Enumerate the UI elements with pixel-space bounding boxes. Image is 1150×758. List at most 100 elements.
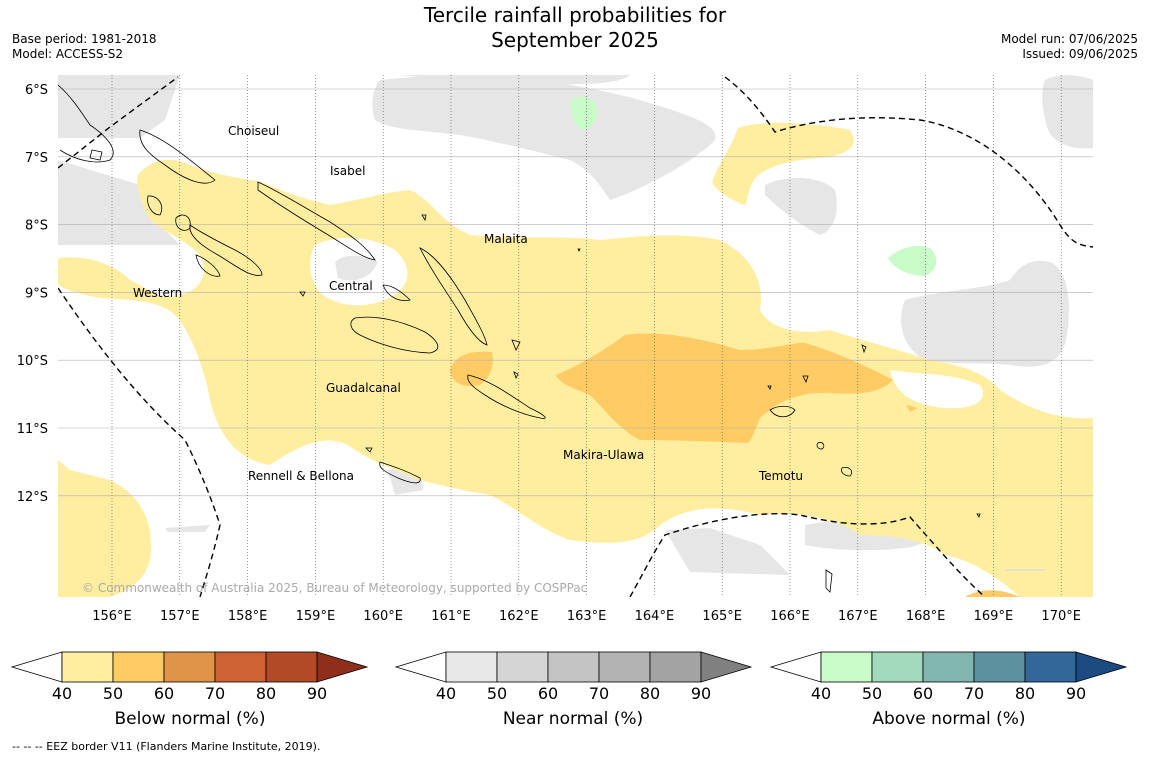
vella-lavella-coast bbox=[147, 195, 163, 216]
lon-label: 158°E bbox=[228, 609, 268, 624]
eez-border-south bbox=[629, 513, 986, 597]
lat-label: 9°S bbox=[25, 286, 48, 301]
lon-label: 162°E bbox=[499, 609, 539, 624]
colorbar-segment bbox=[496, 651, 549, 683]
near-normal-region bbox=[665, 528, 790, 575]
label-choiseul: Choiseul bbox=[228, 124, 279, 138]
lon-label: 165°E bbox=[702, 609, 742, 624]
lon-label: 163°E bbox=[567, 609, 607, 624]
model-run: Model run: 07/06/2025 bbox=[1000, 32, 1138, 46]
below-normal-40-50-region bbox=[712, 122, 854, 205]
map-gridlines bbox=[58, 75, 1093, 597]
colorbar-tick-label: 70 bbox=[205, 684, 225, 703]
label-western: Western bbox=[133, 286, 182, 300]
colorbar-tick-label: 60 bbox=[913, 684, 933, 703]
near-normal-region bbox=[765, 178, 837, 235]
duff-islands-coast bbox=[861, 344, 867, 354]
lon-label: 166°E bbox=[770, 609, 810, 624]
copyright-notice: © Commonwealth of Australia 2025, Bureau… bbox=[82, 581, 587, 595]
eez-border-southwest bbox=[58, 287, 221, 597]
lat-label: 12°S bbox=[17, 490, 48, 505]
colorbar-extend-high bbox=[1075, 651, 1128, 683]
colorbar-segment bbox=[820, 651, 873, 683]
colorbar-segment bbox=[649, 651, 702, 683]
meta-left: Base period: 1981-2018 Model: ACCESS-S2 bbox=[12, 32, 157, 62]
colorbar-tick-label: 40 bbox=[52, 684, 72, 703]
lon-label: 170°E bbox=[1041, 609, 1081, 624]
colorbar-segment bbox=[445, 651, 498, 683]
lon-label: 160°E bbox=[363, 609, 403, 624]
label-malaita: Malaita bbox=[484, 232, 528, 246]
colorbar-segment bbox=[214, 651, 267, 683]
nendo-small-coast bbox=[767, 385, 772, 390]
colorbar-tick-label: 50 bbox=[103, 684, 123, 703]
colorbar-segment bbox=[547, 651, 600, 683]
colorbar-label-above: Above normal (%) bbox=[872, 709, 1026, 729]
kolombangara-coast bbox=[175, 214, 191, 231]
colorbar-tick-label: 90 bbox=[691, 684, 711, 703]
longitude-labels: 156°E 157°E 158°E 159°E 160°E 161°E 162°E 163°E… bbox=[92, 609, 1081, 624]
lon-label: 157°E bbox=[160, 609, 200, 624]
new-georgia-coast bbox=[189, 224, 263, 276]
utupua-coast bbox=[841, 467, 853, 477]
colorbar-tick-label: 40 bbox=[811, 684, 831, 703]
label-makira-ulawa: Makira-Ulawa bbox=[563, 448, 644, 462]
anuta-coast bbox=[976, 513, 981, 518]
near-normal-region bbox=[335, 255, 378, 281]
label-central: Central bbox=[329, 279, 373, 293]
colorbar-tick-label: 80 bbox=[256, 684, 276, 703]
colorbar-tick-label: 80 bbox=[1015, 684, 1035, 703]
colorbar-segment bbox=[112, 651, 165, 683]
colorbar-tick-label: 70 bbox=[589, 684, 609, 703]
lon-label: 161°E bbox=[431, 609, 471, 624]
title-line-1: Tercile rainfall probabilities for bbox=[423, 3, 727, 27]
lat-label: 7°S bbox=[25, 151, 48, 166]
title-line-2: September 2025 bbox=[491, 28, 659, 52]
meta-right: Model run: 07/06/2025 Issued: 09/06/2025 bbox=[1001, 32, 1138, 62]
map-gap bbox=[890, 370, 984, 409]
colorbar-segment bbox=[973, 651, 1026, 683]
colorbar-segment bbox=[61, 651, 114, 683]
lat-label: 11°S bbox=[17, 422, 48, 437]
lat-label: 6°S bbox=[25, 83, 48, 98]
santa-cruz-coast bbox=[769, 405, 796, 418]
label-rennell-bellona: Rennell & Bellona bbox=[248, 469, 354, 483]
eez-border-west bbox=[58, 76, 179, 169]
map-title: Tercile rainfall probabilities for Septe… bbox=[0, 3, 1150, 53]
guadalcanal-coast bbox=[350, 316, 439, 354]
model-name: Model: ACCESS-S2 bbox=[12, 47, 124, 61]
shortland-coast bbox=[89, 149, 103, 161]
colorbars: 40 50 60 70 80 90 40 50 60 70 80 90 40 50 60 70 80 90 bbox=[10, 651, 1128, 703]
eez-border bbox=[58, 76, 1093, 597]
latitude-labels: 6°S 7°S 8°S 9°S 10°S 11°S 12°S bbox=[17, 83, 48, 505]
coastlines bbox=[58, 84, 981, 593]
eez-border-north bbox=[724, 76, 1093, 248]
above-normal-40-50-region bbox=[570, 96, 598, 130]
torres-islands-coast bbox=[825, 569, 833, 593]
ulawa-coast bbox=[513, 371, 519, 380]
small-malaita-coast bbox=[511, 339, 521, 351]
russell-islands-coast bbox=[299, 291, 306, 297]
colorbar-below: 40 50 60 70 80 90 bbox=[10, 651, 369, 703]
lon-label: 159°E bbox=[296, 609, 336, 624]
rennell-coast bbox=[379, 461, 421, 484]
colorbar-extend-low bbox=[10, 651, 63, 683]
colorbar-above: 40 50 60 70 80 90 bbox=[769, 651, 1128, 703]
colorbar-extend-low bbox=[394, 651, 447, 683]
lat-label: 10°S bbox=[17, 354, 48, 369]
makira-coast bbox=[467, 374, 546, 419]
colorbar-tick-label: 50 bbox=[487, 684, 507, 703]
colorbar-tick-label: 90 bbox=[1066, 684, 1086, 703]
florida-islands-coast bbox=[382, 284, 411, 301]
bougainville-coast bbox=[58, 84, 114, 163]
colorbar-tick-label: 60 bbox=[154, 684, 174, 703]
colorbar-segment bbox=[871, 651, 924, 683]
reef-islands-coast bbox=[802, 375, 809, 384]
near-normal-region bbox=[372, 75, 716, 200]
colorbar-tick-label: 50 bbox=[862, 684, 882, 703]
map-area bbox=[58, 75, 1093, 597]
label-isabel: Isabel bbox=[330, 164, 365, 178]
near-normal-region bbox=[58, 160, 180, 245]
lon-label: 168°E bbox=[906, 609, 946, 624]
issued-date: Issued: 09/06/2025 bbox=[1022, 47, 1138, 61]
